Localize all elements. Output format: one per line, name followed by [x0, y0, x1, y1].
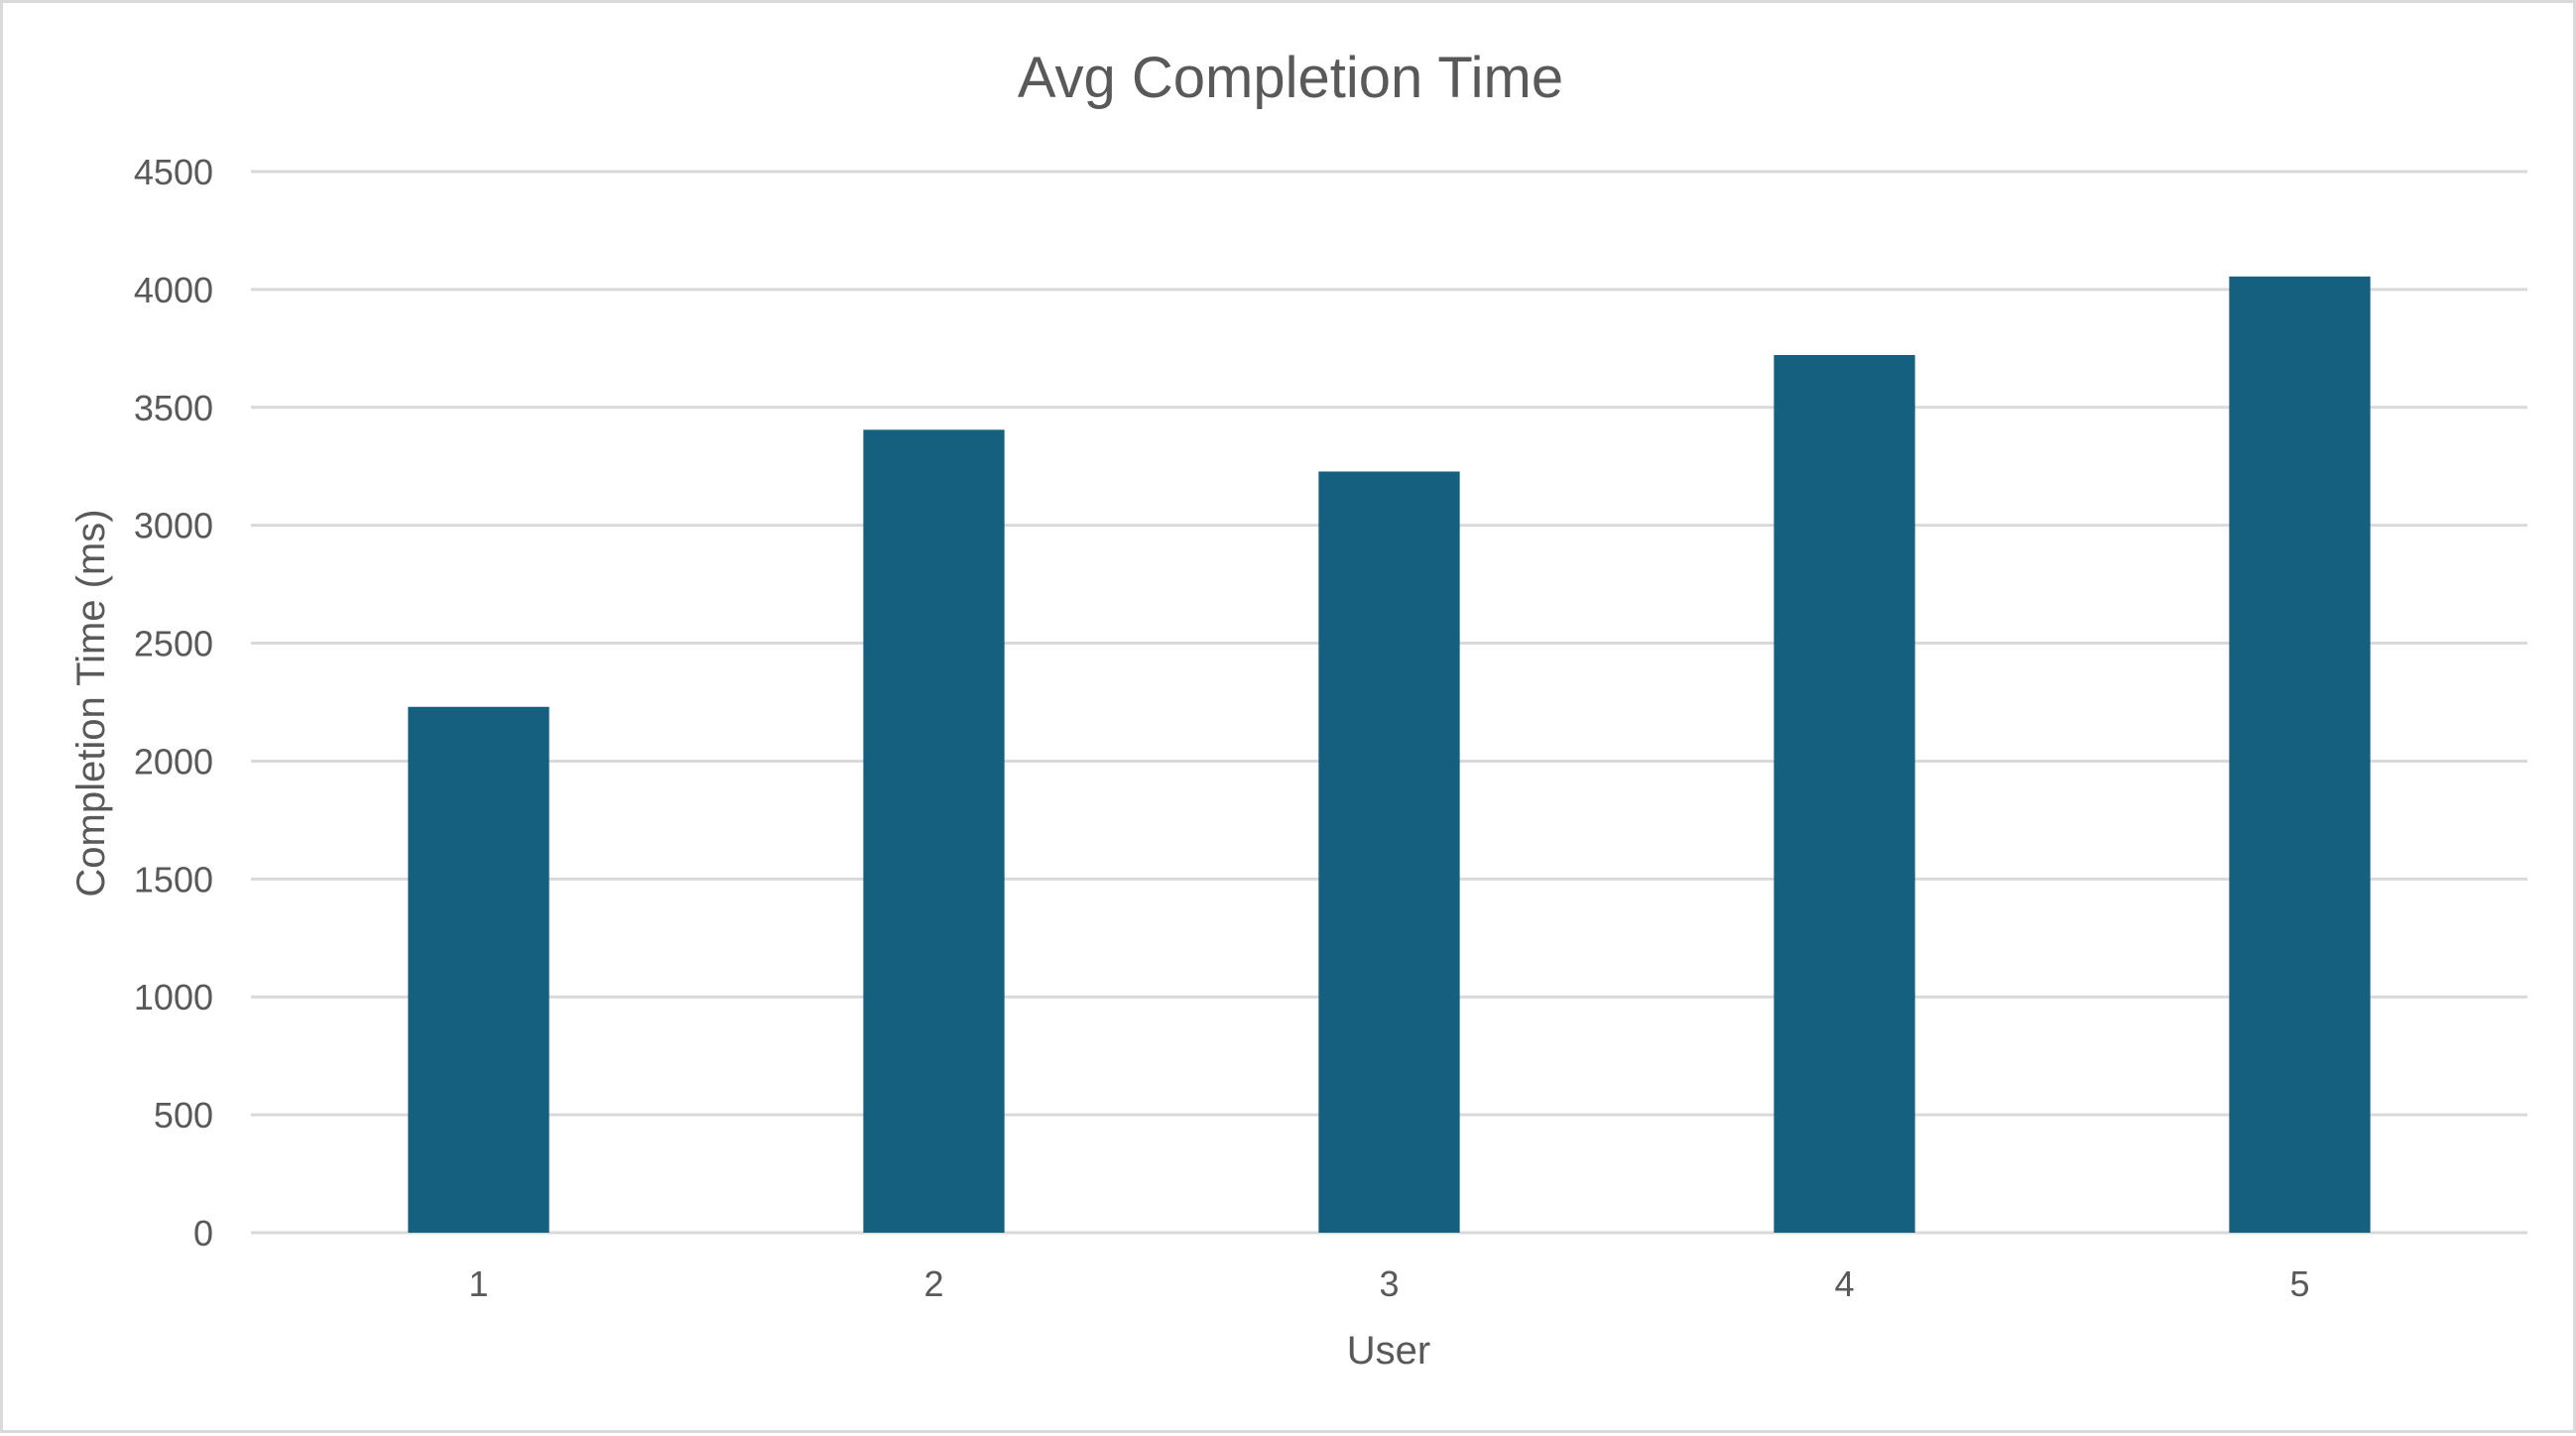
- x-tick-label: 1: [468, 1263, 488, 1304]
- y-tick-label: 500: [154, 1095, 213, 1136]
- x-axis-title: User: [1347, 1329, 1430, 1373]
- y-tick-label: 4000: [134, 270, 213, 310]
- y-tick-label: 1500: [134, 859, 213, 899]
- y-axis-title: Completion Time (ms): [69, 509, 113, 897]
- y-tick-label: 3000: [134, 506, 213, 546]
- x-tick-label: 5: [2289, 1263, 2309, 1304]
- y-tick-label: 2500: [134, 624, 213, 664]
- y-tick-label: 4500: [134, 152, 213, 192]
- y-tick-label: 1000: [134, 977, 213, 1017]
- x-tick-label: 3: [1379, 1263, 1399, 1304]
- bar-user-5: [2229, 276, 2371, 1233]
- y-axis-ticks: 0 500 1000 1500 2000 2500 3000 3500 4000 4500: [134, 152, 213, 1254]
- x-tick-label: 2: [923, 1263, 943, 1304]
- x-tick-label: 4: [1834, 1263, 1854, 1304]
- bars: [408, 276, 2371, 1234]
- bar-user-4: [1774, 354, 1915, 1234]
- bar-chart: Avg Completion Time 0 500 1000 1500 2000 2500…: [69, 46, 2527, 1373]
- bar-user-1: [408, 706, 550, 1233]
- bar-user-3: [1318, 471, 1460, 1233]
- y-tick-label: 3500: [134, 388, 213, 428]
- chart-title: Avg Completion Time: [1018, 46, 1563, 110]
- x-axis-ticks: 1 2 3 4 5: [468, 1263, 2309, 1304]
- y-tick-label: 0: [193, 1213, 213, 1254]
- bar-user-2: [863, 429, 1005, 1233]
- y-tick-label: 2000: [134, 741, 213, 781]
